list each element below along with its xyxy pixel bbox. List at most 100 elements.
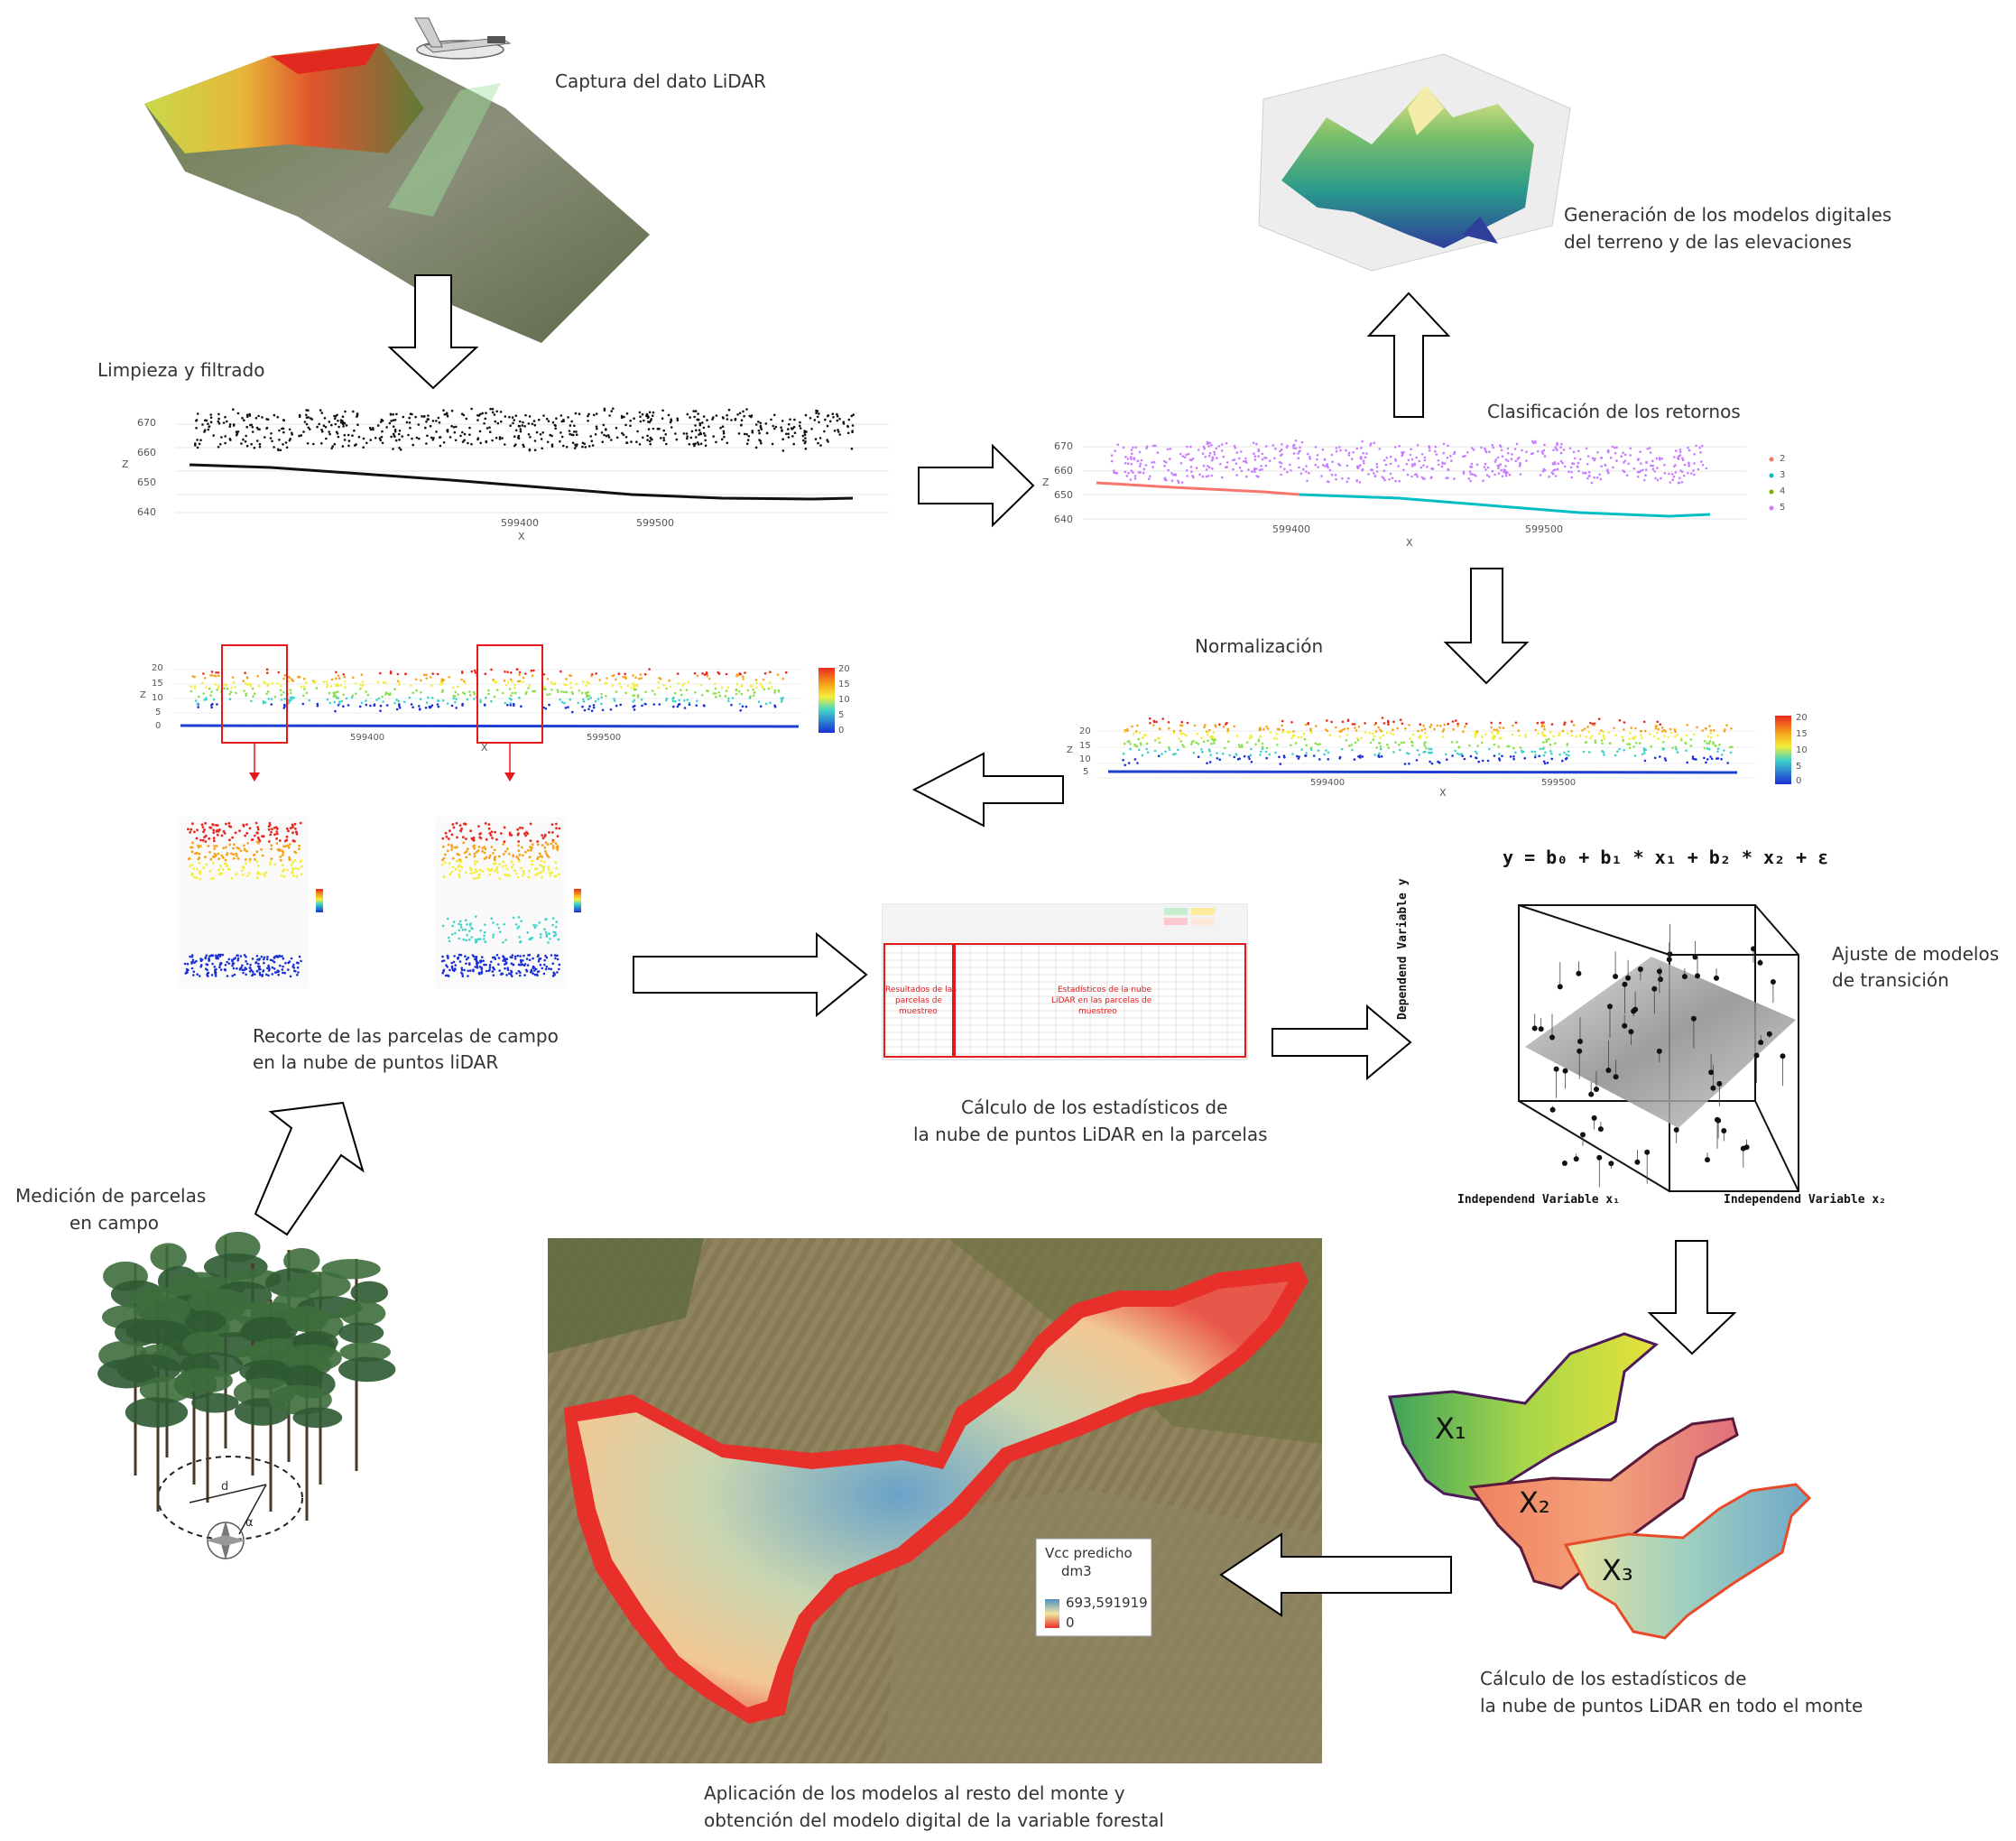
field-plot-trees-illustration	[97, 1231, 396, 1560]
profile2-x-tick-1: 599400	[1272, 523, 1310, 535]
lidar-terrain-point-cloud	[144, 43, 424, 153]
legend-max: 693,591919	[1066, 1595, 1148, 1611]
raster-predictor-x3	[1563, 1483, 1812, 1640]
field-results-box	[883, 943, 954, 1058]
cbar-left-5: 5	[838, 710, 845, 720]
cbar-right-0: 0	[1796, 776, 1802, 786]
regression-3d-plot	[1518, 904, 1799, 1192]
classification-profile-plot	[1083, 439, 1774, 520]
regression-equation: y = b₀ + b₁ * x₁ + b₂ * x₂ + ε	[1503, 846, 1829, 868]
regression-y-axis-label: Dependend Variable y	[1396, 878, 1410, 1020]
sheet-right-label-1: Estadísticos de la nube	[1058, 985, 1152, 995]
lidar-stats-box	[954, 943, 1246, 1058]
profile1-z-tick-650: 650	[137, 476, 156, 488]
caption-classification: Clasificación de los retornos	[1487, 401, 1741, 422]
arrow-classification-to-normalization	[1443, 568, 1530, 685]
profile3-z-tick-5: 5	[155, 708, 162, 717]
arrow-rasters-to-map	[1219, 1532, 1452, 1617]
arrow-cleaning-to-classification	[918, 443, 1035, 528]
profile3-z-tick-10: 10	[152, 693, 163, 703]
cbar-right-20: 20	[1796, 713, 1808, 723]
vegetation-returns	[194, 407, 855, 452]
arrow-capture-to-cleaning	[387, 274, 479, 390]
profile2-z-label: Z	[1042, 476, 1050, 488]
prediction-area	[578, 1281, 1289, 1707]
caption-clip-line1: Recorte de las parcelas de campo	[253, 1025, 559, 1047]
raster-predictor-x1	[1388, 1332, 1659, 1502]
class-5-high-veg	[1110, 439, 1708, 485]
class-legend	[1769, 457, 1774, 511]
cbar-right-5: 5	[1796, 762, 1802, 772]
profile3-z-label: Z	[140, 690, 146, 700]
profile3-z-tick-20: 20	[152, 663, 163, 673]
profile1-z-tick-660: 660	[137, 447, 156, 458]
sheet-right-label-2: LiDAR en las parcelas de	[1051, 996, 1152, 1005]
raster-predictor-x2	[1468, 1417, 1739, 1590]
legend-min: 0	[1066, 1614, 1075, 1631]
caption-dem-line1: Generación de los modelos digitales	[1564, 204, 1892, 226]
vegetation-height-points	[190, 668, 788, 714]
profile1-z-tick-640: 640	[137, 506, 156, 518]
cbar-left-0: 0	[838, 726, 845, 735]
height-colorbar	[818, 668, 835, 733]
plot-boundary	[157, 1456, 303, 1540]
profile2-z-tick-640: 640	[1054, 513, 1073, 525]
sheet-left-label-1: Resultados de las	[885, 985, 957, 995]
class-legend-5: 5	[1780, 503, 1786, 513]
arrow-spreadsheet-to-regression	[1272, 1004, 1412, 1081]
profile2-z-tick-660: 660	[1054, 465, 1073, 476]
sheet-left-label-2: parcelas de	[895, 996, 943, 1005]
airplane-icon	[414, 17, 512, 60]
profile1-z-tick-670: 670	[137, 417, 156, 429]
profile4-x-label: X	[1439, 787, 1447, 799]
caption-field-line2: en campo	[69, 1212, 160, 1234]
caption-dem-line2: del terreno y de las elevaciones	[1564, 231, 1852, 253]
caption-plot-stats-line1: Cálculo de los estadísticos de	[961, 1096, 1228, 1118]
cbar-right-15: 15	[1796, 729, 1808, 739]
cbar-left-15: 15	[838, 680, 850, 689]
profile4-z-tick-10: 10	[1079, 754, 1091, 764]
lidar-capture-illustration	[144, 17, 650, 343]
raster-label-x1: X₁	[1435, 1411, 1466, 1446]
profile1-z-label: Z	[122, 458, 129, 470]
arrow-field-to-clip	[254, 1101, 365, 1236]
profile2-x-tick-2: 599500	[1525, 523, 1563, 535]
caption-application-line2: obtención del modelo digital de la varia…	[704, 1809, 1164, 1831]
profile3-z-tick-15: 15	[152, 679, 163, 689]
cbar-left-20: 20	[838, 664, 850, 674]
caption-application-line1: Aplicación de los modelos al resto del m…	[704, 1782, 1125, 1804]
clipped-plot-2	[436, 817, 581, 988]
laser-beam	[388, 83, 501, 217]
caption-clip-line2: en la nube de puntos liDAR	[253, 1051, 499, 1073]
caption-forest-stats-line1: Cálculo de los estadísticos de	[1480, 1668, 1747, 1689]
caption-field-line1: Medición de parcelas	[15, 1185, 207, 1207]
regression-plane	[1525, 957, 1796, 1128]
sheet-left-label-3: muestreo	[899, 1007, 938, 1016]
arrow-clip-to-spreadsheet	[633, 931, 868, 1018]
field-distance-label: d	[221, 1480, 229, 1494]
dem-surface	[1281, 86, 1534, 248]
flow-arrows	[254, 274, 1737, 1617]
profile1-x-tick-2: 599500	[636, 517, 674, 529]
profile3-z-tick-0: 0	[155, 721, 162, 731]
vegetation-height-points-right	[1122, 717, 1734, 767]
profile3-x-tick-1: 599400	[350, 733, 385, 743]
cbar-left-10: 10	[838, 695, 850, 705]
legend-unit: dm3	[1061, 1563, 1092, 1579]
profile1-x-label: X	[518, 531, 525, 542]
profile2-z-tick-670: 670	[1054, 440, 1073, 452]
cleaning-profile-plot	[176, 407, 889, 513]
ground-returns	[189, 463, 854, 501]
cbar-right-10: 10	[1796, 745, 1808, 755]
normalization-profile-plot	[1096, 716, 1791, 784]
map-legend-ramp	[1045, 1599, 1059, 1628]
regression-x2-axis-label: Independend Variable x₂	[1724, 1193, 1887, 1207]
class-legend-4: 4	[1780, 486, 1786, 496]
class-legend-3: 3	[1780, 470, 1786, 480]
class-2-ground	[1096, 481, 1300, 496]
regression-x1-axis-label: Independend Variable x₁	[1457, 1193, 1621, 1207]
clipped-plot-1	[177, 817, 323, 988]
terrain-peak	[271, 43, 379, 74]
